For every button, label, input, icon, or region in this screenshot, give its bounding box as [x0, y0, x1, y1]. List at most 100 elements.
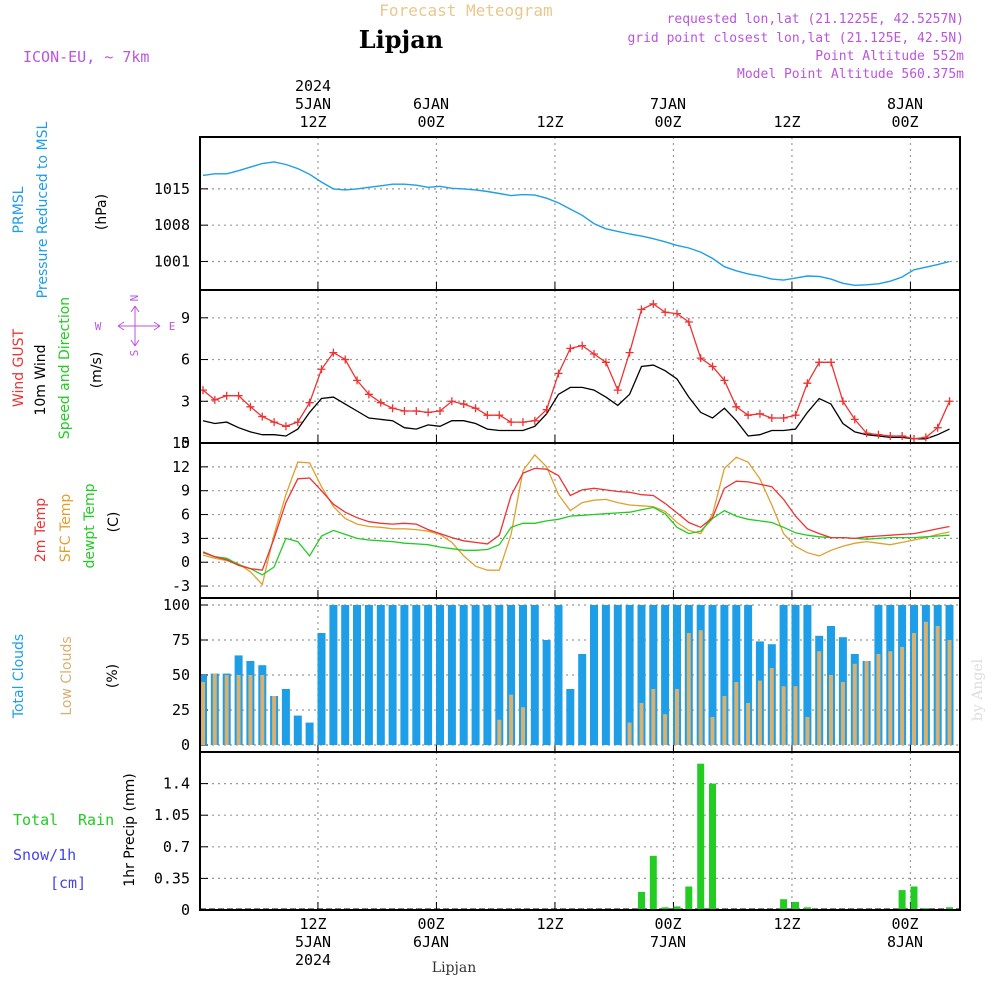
wind-gust-marker-15 — [376, 398, 385, 407]
wind-ylabel-3: 9 — [181, 309, 190, 327]
top-axis-t0-l1: 5JAN — [295, 95, 331, 113]
low-cloud-bar-37 — [639, 703, 644, 745]
bottom-axis-t3-l0: 00Z — [654, 915, 681, 933]
top-axis-t1-l1: 00Z — [417, 113, 444, 131]
total-cloud-bar-21 — [447, 605, 456, 745]
wind-gust-marker-45 — [732, 402, 741, 411]
wind-gust-marker-61 — [921, 433, 930, 442]
wind-gust-marker-14 — [364, 390, 373, 399]
wind-gust-marker-30 — [554, 369, 563, 378]
wind-gust-line — [202, 303, 951, 440]
model-altitude: Model Point Altitude 560.375m — [737, 67, 964, 82]
wind-gust-marker-28 — [530, 416, 539, 425]
wind-gust-marker-21 — [447, 397, 456, 406]
wind-gust-marker-52 — [815, 358, 824, 367]
wind-gust-marker-47 — [755, 409, 764, 418]
wind-gust-marker-18 — [412, 407, 421, 416]
wind-gust-marker-56 — [862, 429, 871, 438]
bottom-axis-t3-l1: 7JAN — [650, 933, 686, 951]
wind-gust-marker-59 — [898, 432, 907, 441]
temp-ylabel-4: 9 — [181, 482, 190, 500]
wind-gust-marker-51 — [803, 379, 812, 388]
wind-gust-marker-48 — [767, 413, 776, 422]
wind-gust-marker-60 — [910, 434, 918, 443]
cloud-ylabel-4: 100 — [163, 596, 190, 614]
temp-ylabel-3: 6 — [181, 506, 190, 524]
total-cloud-bar-32 — [578, 654, 587, 745]
low-cloud-bar-0 — [201, 682, 205, 745]
bottom-axis-t0-l1: 5JAN — [295, 933, 331, 951]
low-cloud-bar-5 — [260, 675, 265, 745]
low-cloud-bar-51 — [805, 717, 810, 745]
precip-snow-label: Snow/1h — [13, 846, 76, 864]
wind-gust-marker-10 — [317, 365, 326, 374]
pressure-ylabel-2: 1015 — [154, 180, 190, 198]
bottom-axis-t5-l1: 8JAN — [887, 933, 923, 951]
temp-ylabel-1: 0 — [181, 553, 190, 571]
wind-gust-marker-16 — [388, 404, 397, 413]
cloud-ylabel-1: 25 — [172, 701, 190, 719]
total-cloud-bar-36 — [625, 605, 634, 745]
total-cloud-bar-7 — [281, 689, 290, 745]
temp-ylabel-5: 12 — [172, 458, 190, 476]
wind-gust-marker-53 — [827, 358, 836, 367]
temp-dew-label: dewpt Temp — [82, 483, 98, 568]
low-cloud-bar-42 — [698, 630, 703, 745]
low-cloud-bar-63 — [947, 640, 952, 745]
bottom-axis-t0-l2: 2024 — [295, 951, 331, 969]
pressure-line — [202, 161, 950, 287]
low-cloud-bar-56 — [864, 661, 869, 745]
bottom-axis-t1-l1: 6JAN — [413, 933, 449, 951]
total-cloud-bar-11 — [329, 605, 338, 745]
temp-ylabel-0: -3 — [172, 577, 190, 595]
top-axis-t0-l2: 12Z — [299, 113, 326, 131]
top-axis-t2-l0: 12Z — [536, 113, 563, 131]
wind-gust-marker-39 — [661, 308, 670, 317]
low-cloud-bar-2 — [224, 675, 229, 745]
low-cloud-bar-27 — [521, 707, 525, 745]
wind-gust-marker-12 — [341, 355, 350, 364]
compass-rose-icon: N S W E — [95, 295, 176, 357]
pressure-label-line1: PRMSL — [11, 186, 27, 233]
wind-ylabel-2: 6 — [181, 351, 190, 369]
total-cloud-bar-17 — [400, 605, 409, 745]
temp-sfc-label: SFC Temp — [58, 494, 74, 563]
precip-ylabel-3: 1.05 — [154, 806, 190, 824]
low-cloud-bar-3 — [236, 675, 241, 745]
total-cloud-bar-10 — [317, 633, 326, 745]
rain-bar-5 — [697, 763, 705, 910]
wind-gust-marker-6 — [270, 418, 279, 427]
wind-gust-marker-42 — [696, 354, 705, 363]
wind-ylabel-0: 0 — [181, 434, 190, 452]
low-cloud-bar-25 — [497, 719, 502, 745]
total-cloud-bar-8 — [293, 715, 302, 745]
wind-ylabel-1: 3 — [181, 392, 190, 410]
wind-gust-marker-24 — [483, 411, 492, 420]
bottom-axis-t5-l0: 00Z — [891, 915, 918, 933]
temp-2m-label: 2m Temp — [33, 498, 49, 562]
wind-10m-line — [202, 364, 950, 440]
temp-ylabel-2: 3 — [181, 529, 190, 547]
bottom-axis-t1-l0: 00Z — [417, 915, 444, 933]
pressure-panel-labels: PRMSL Pressure Reduced to MSL (hPa) — [11, 121, 110, 298]
low-cloud-bar-47 — [757, 680, 762, 745]
compass-w: W — [95, 320, 102, 333]
wind-gust-marker-17 — [400, 407, 409, 416]
rain-bar-8 — [780, 899, 788, 910]
compass-e: E — [169, 320, 176, 333]
wind-gust-marker-11 — [329, 348, 338, 357]
total-cloud-bar-35 — [613, 605, 622, 745]
total-cloud-bar-19 — [424, 605, 433, 745]
grid-point-coords: grid point closest lon,lat (21.125E, 42.… — [627, 31, 964, 46]
precip-ylabel-0: 0 — [181, 901, 190, 919]
wind-gust-marker-41 — [684, 317, 693, 326]
low-cloud-bar-26 — [509, 694, 514, 745]
total-cloud-bar-49 — [779, 605, 788, 745]
total-cloud-bar-13 — [353, 605, 361, 745]
low-clouds-label: Low Clouds — [59, 636, 75, 715]
model-label: ICON-EU, ~ 7km — [23, 48, 149, 66]
wind-gust-marker-23 — [471, 404, 480, 413]
total-cloud-bar-23 — [471, 605, 480, 745]
low-cloud-bar-39 — [663, 714, 668, 745]
precip-frame — [199, 751, 961, 911]
